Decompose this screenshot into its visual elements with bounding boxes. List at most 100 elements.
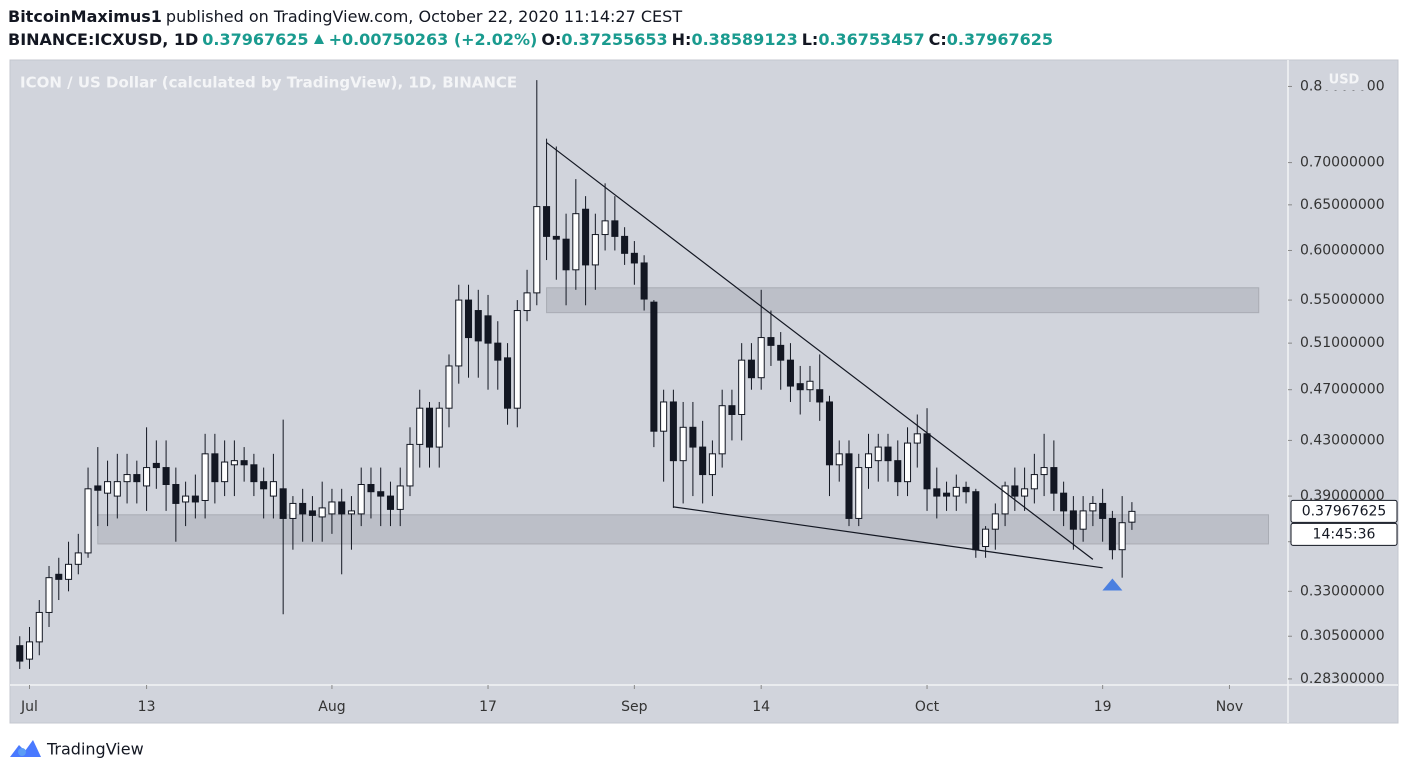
candle-body <box>738 359 746 415</box>
candle-body <box>484 315 492 344</box>
candle-body <box>611 220 619 237</box>
candle-body <box>552 235 560 240</box>
candle-body <box>757 337 765 379</box>
marker <box>1102 578 1123 591</box>
candle-body <box>1079 510 1087 530</box>
candle-body <box>669 401 677 462</box>
candle-body <box>445 365 453 409</box>
candle-body <box>260 481 268 490</box>
candle-body <box>1089 502 1097 512</box>
candle-body <box>1118 522 1126 551</box>
candle-body <box>1128 510 1136 523</box>
candle-body <box>299 502 307 515</box>
candle-body <box>777 344 785 361</box>
candle-body <box>825 401 834 466</box>
candle-body <box>152 462 160 469</box>
candle-body <box>328 501 336 515</box>
candle-body <box>230 460 238 466</box>
x-tick-label: 13 <box>138 699 156 715</box>
candle-body <box>1108 517 1116 551</box>
y-tick-label: 0.55000000 <box>1300 292 1385 308</box>
candle-body <box>591 234 599 266</box>
candle-body <box>923 433 931 490</box>
candle-body <box>747 359 755 379</box>
candle-body <box>386 495 394 510</box>
candle-body <box>45 577 53 613</box>
y-tick-label: 0.65000000 <box>1300 197 1385 213</box>
candle-body <box>191 495 199 503</box>
candle-body <box>123 474 131 483</box>
x-tick-label: 14 <box>752 699 770 715</box>
ohlc-value: 0.37967625 <box>946 30 1054 49</box>
header-line-1: BitcoinMaximus1 published on TradingView.… <box>8 5 1061 28</box>
candle-body <box>84 488 92 554</box>
candle-body <box>972 491 980 551</box>
candle-body <box>406 443 414 487</box>
candle-body <box>172 484 180 504</box>
logo-dot <box>18 748 26 756</box>
candle-body <box>221 461 229 483</box>
candle-body <box>74 552 82 565</box>
change: +0.00750263 (+2.02%) <box>328 30 538 49</box>
candle-body <box>513 310 521 409</box>
x-tick-label: Aug <box>318 699 345 715</box>
candle-body <box>318 507 326 518</box>
candle-body <box>494 342 502 361</box>
candle-body <box>933 488 941 497</box>
symbol: BINANCE:ICXUSD, 1D <box>8 30 199 49</box>
candle-body <box>582 208 590 266</box>
candle-body <box>650 301 658 432</box>
candle-body <box>708 453 716 476</box>
candle-body <box>347 510 355 515</box>
candle-body <box>1001 485 1009 515</box>
candle-body <box>133 474 141 483</box>
candle-body <box>435 407 443 448</box>
candle-body <box>1069 510 1077 530</box>
y-tick-label: 0.47000000 <box>1300 382 1385 398</box>
x-tick-label: 17 <box>479 699 497 715</box>
candle-body <box>904 442 912 483</box>
y-tick-label: 0.70000000 <box>1300 155 1385 171</box>
candle-body <box>377 491 385 497</box>
currency: USD <box>1329 73 1360 88</box>
candle-body <box>786 359 794 387</box>
candle-body <box>621 235 629 254</box>
candle-body <box>425 407 434 448</box>
candle-body <box>25 641 34 660</box>
ohlc-label: L: <box>801 30 819 49</box>
candle-body <box>767 337 775 346</box>
candle-body <box>864 453 873 469</box>
candle-body <box>162 467 170 486</box>
x-tick-label: Jul <box>20 699 38 715</box>
candle-body <box>991 513 999 530</box>
candle-body <box>796 383 804 391</box>
candle-body <box>1021 488 1029 497</box>
y-tick-label: 0.33000000 <box>1300 583 1385 599</box>
ohlc: O:0.37255653 H:0.38589123 L:0.36753457 C:0.… <box>541 30 1057 49</box>
candle-body <box>16 645 24 662</box>
trendline <box>546 142 1094 560</box>
candle-body <box>630 252 638 264</box>
candle-body <box>562 238 570 271</box>
candle-body <box>806 380 814 391</box>
candle-body <box>240 460 248 466</box>
candle-body <box>982 528 990 547</box>
last-price: 0.37967625 <box>202 30 309 49</box>
candle-body <box>416 407 424 445</box>
ohlc-label: O: <box>541 30 562 49</box>
countdown-badge <box>1290 522 1398 546</box>
candle-body <box>338 501 346 515</box>
logo-shape <box>10 740 41 757</box>
candle-body <box>94 485 102 491</box>
candle-body <box>543 206 551 237</box>
candle-body <box>874 446 882 462</box>
zone <box>546 287 1260 314</box>
y-tick-label: 0.51000000 <box>1300 335 1385 351</box>
price-badge <box>1290 499 1398 523</box>
candle-body <box>1060 492 1068 512</box>
ohlc-label: C: <box>928 30 947 49</box>
chart-title: ICON / US Dollar (calculated by TradingV… <box>20 74 517 92</box>
candle-body <box>1050 467 1058 494</box>
candle-body <box>1040 467 1048 476</box>
